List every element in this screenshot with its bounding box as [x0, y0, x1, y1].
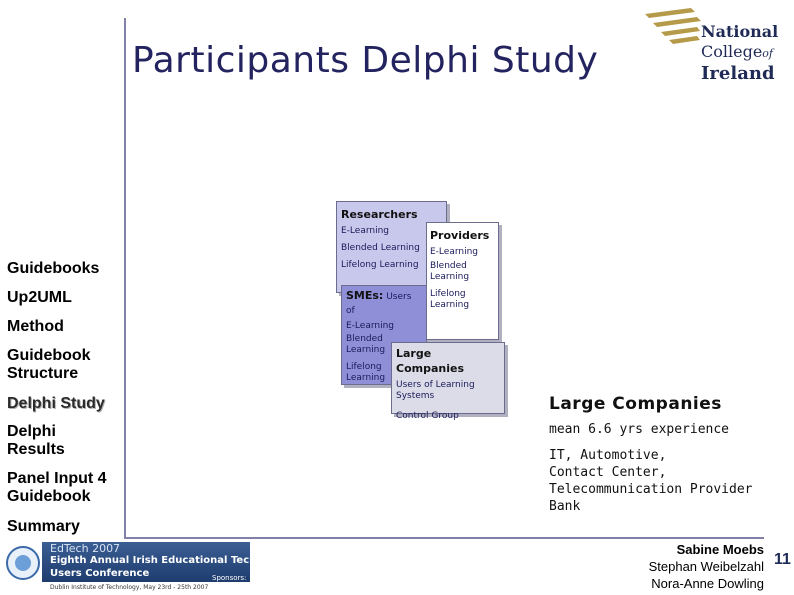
smes-item: E-Learning	[346, 321, 395, 331]
banner-bottom-text: Dublin Institute of Technology, May 23rd…	[50, 584, 209, 591]
large-companies-box: Large Companies Users of Learning System…	[391, 342, 505, 421]
logo-line-2-text: College	[701, 42, 763, 61]
nav-item-up2uml[interactable]: Up2UML	[7, 289, 72, 306]
smes-header: SMEs:	[346, 289, 384, 302]
providers-item: E-Learning	[430, 247, 479, 257]
banner-background	[42, 542, 250, 582]
logo-line-2-of: of	[762, 47, 773, 60]
vertical-divider	[124, 18, 126, 538]
logo-line-1: National	[701, 22, 779, 41]
authors: Sabine Moebs Stephan Weibelzahl Nora-Ann…	[649, 541, 764, 592]
author-1: Sabine Moebs	[676, 542, 764, 557]
logo-mark-icon	[645, 8, 701, 44]
panel-sector: Contact Center,	[549, 465, 667, 480]
nav-item-delphi-results[interactable]: Delphi Results	[7, 423, 65, 458]
providers-item: Blended Learning	[430, 261, 470, 282]
nav-item-guidebooks[interactable]: Guidebooks	[7, 260, 100, 277]
smes-header-suffix: Users of	[346, 292, 412, 316]
banner-line-1: Eighth Annual Irish Educational Technolo…	[50, 555, 295, 566]
panel-sector: Telecommunication Provider	[549, 482, 753, 497]
page-number: 11	[774, 551, 791, 568]
researchers-header: Researchers	[341, 208, 418, 221]
author-3: Nora-Anne Dowling	[651, 576, 764, 591]
logo-line-2: Collegeof	[701, 42, 778, 64]
banner-line-2: Users Conference	[50, 568, 150, 579]
banner-title: EdTech 2007	[50, 542, 121, 555]
nav-item-guidebook-structure[interactable]: Guidebook Structure	[7, 347, 91, 382]
smes-item: Blended Learning	[346, 334, 386, 355]
large-header: Large Companies	[396, 347, 464, 375]
smes-item: Lifelong Learning	[346, 362, 386, 383]
nav-item-delphi-study[interactable]: Delphi Study	[7, 395, 105, 412]
panel-sector: IT, Automotive,	[549, 448, 667, 463]
panel-experience: mean 6.6 yrs experience	[549, 422, 730, 437]
dit-logo-icon	[6, 546, 40, 580]
logo-line-3: Ireland	[701, 63, 775, 84]
researchers-item: E-Learning	[341, 226, 390, 236]
large-item: Control Group	[396, 411, 459, 421]
banner-sponsors: Sponsors:	[212, 574, 247, 582]
nav-item-method[interactable]: Method	[7, 318, 64, 335]
smes-header-line: SMEs: Users of	[346, 289, 422, 318]
smes-box: SMEs: Users of E-Learning Blended Learni…	[341, 285, 427, 385]
large-item: Users of Learning Systems	[396, 380, 475, 401]
author-2: Stephan Weibelzahl	[648, 559, 764, 574]
providers-box: Providers E-Learning Blended Learning Li…	[426, 222, 499, 340]
nav-item-panel-input[interactable]: Panel Input 4 Guidebook	[7, 470, 107, 505]
researchers-item: Blended Learning	[341, 243, 420, 253]
providers-header: Providers	[430, 229, 490, 242]
researchers-item: Lifelong Learning	[341, 260, 419, 270]
horizontal-divider	[124, 537, 764, 539]
college-logo: National Collegeof Ireland	[645, 4, 778, 84]
nav-item-summary[interactable]: Summary	[7, 518, 80, 535]
panel-sector: Bank	[549, 499, 581, 514]
page-title: Participants Delphi Study	[132, 40, 599, 81]
providers-item: Lifelong Learning	[430, 289, 470, 310]
conference-banner: EdTech 2007 Eighth Annual Irish Educatio…	[0, 540, 294, 595]
large-companies-panel: Large Companies mean 6.6 yrs experience …	[549, 394, 779, 515]
panel-heading: Large Companies	[549, 394, 722, 414]
